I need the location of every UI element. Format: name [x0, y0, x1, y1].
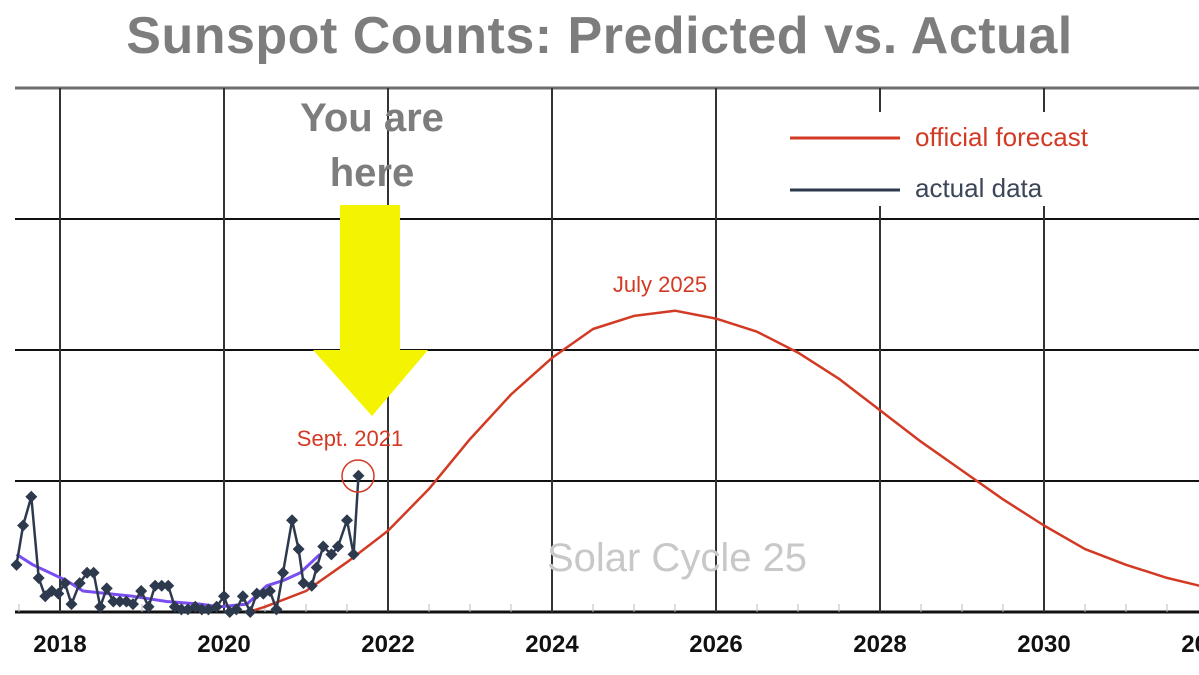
actual-data-point: [305, 579, 318, 592]
actual-data-point: [352, 469, 365, 482]
actual-data-point: [341, 514, 353, 527]
actual-data-point: [175, 603, 188, 616]
actual-data-point: [113, 595, 126, 608]
actual-data-point: [331, 540, 344, 553]
actual-data-point: [210, 600, 223, 613]
actual-data-point: [100, 582, 113, 595]
actual-data-point: [263, 585, 276, 598]
you-are-here-line1: You are: [300, 96, 444, 140]
x-tick-label: 2026: [689, 631, 742, 658]
actual-data-point: [270, 603, 283, 616]
actual-data-point: [286, 514, 299, 527]
actual-data-point: [155, 579, 168, 592]
x-tick-label: 2030: [1017, 631, 1070, 658]
actual-data-point: [32, 571, 45, 584]
legend-label-actual: actual data: [915, 173, 1043, 203]
actual-data-point: [58, 577, 71, 590]
actual-data-point: [135, 585, 148, 598]
down-arrow-icon: [313, 205, 428, 416]
solar-cycle-label: Solar Cycle 25: [547, 536, 807, 580]
current-point-circle: [341, 459, 375, 493]
actual-data-point: [250, 587, 263, 600]
actual-data-point: [65, 598, 78, 611]
actual-data-point: [347, 548, 360, 561]
x-tick-label: 2022: [361, 631, 414, 658]
actual-data-point: [317, 540, 330, 553]
actual-data-point: [149, 579, 162, 592]
you-are-here-line2: here: [330, 151, 415, 195]
actual-data-point: [310, 561, 323, 574]
series: [10, 309, 1199, 618]
actual-data-point: [325, 548, 338, 561]
actual-data-point: [236, 590, 249, 603]
actual-data-point: [10, 558, 23, 571]
x-tick-label: 2024: [525, 631, 579, 658]
actual-data-point: [162, 579, 175, 592]
you-are-here-annotation: You are here: [300, 96, 444, 416]
actual-data-point: [73, 577, 86, 590]
legend: official forecast actual data: [782, 112, 1142, 206]
peak-label: July 2025: [613, 272, 707, 297]
actual-data-point: [81, 566, 94, 579]
forecast-line: [248, 309, 1199, 614]
actual-data-point: [52, 587, 65, 600]
actual-data-point: [218, 590, 230, 603]
legend-label-forecast: official forecast: [915, 122, 1089, 152]
actual-data-point: [17, 519, 30, 532]
actual-data-point: [142, 600, 155, 613]
current-point-label: Sept. 2021: [297, 426, 403, 451]
actual-data-point: [244, 606, 257, 618]
actual-data-point: [94, 600, 107, 613]
actual-data-point: [87, 566, 100, 579]
actual-data-point: [25, 490, 38, 503]
chart-title: Sunspot Counts: Predicted vs. Actual: [126, 7, 1073, 65]
x-tick-label: 2028: [853, 631, 906, 658]
x-tick-label: 2032: [1181, 631, 1199, 658]
actual-data-point: [195, 603, 208, 616]
x-tick-label: 2020: [197, 631, 250, 658]
actual-data-point: [126, 598, 139, 611]
x-tick-labels: 2018 2020 2022 2024 2026 2028 2030 2032: [33, 631, 1199, 658]
actual-data-point: [277, 566, 290, 579]
actual-data-point: [292, 543, 305, 556]
x-tick-label: 2018: [33, 631, 86, 658]
grid: [15, 86, 1199, 614]
actual-data-point: [107, 595, 120, 608]
actual-data-point: [230, 603, 243, 616]
